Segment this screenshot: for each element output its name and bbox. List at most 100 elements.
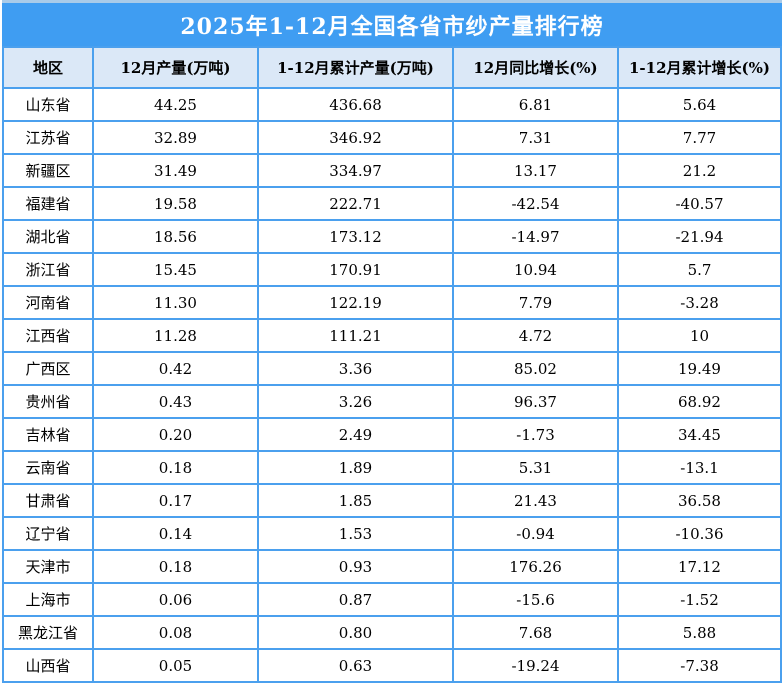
value-cell: 5.88 <box>617 615 782 650</box>
value-cell: -15.6 <box>452 582 619 617</box>
value-cell: 222.71 <box>257 186 454 221</box>
value-cell: 44.25 <box>92 87 259 122</box>
value-cell: 96.37 <box>452 384 619 419</box>
value-cell: 0.42 <box>92 351 259 386</box>
value-cell: 0.18 <box>92 450 259 485</box>
region-cell: 上海市 <box>2 582 94 617</box>
table-row: 吉林省 0.20 2.49 -1.73 34.45 <box>2 417 782 452</box>
region-cell: 云南省 <box>2 450 94 485</box>
table-row: 湖北省 18.56 173.12 -14.97 -21.94 <box>2 219 782 254</box>
value-cell: -1.73 <box>452 417 619 452</box>
region-cell: 山东省 <box>2 87 94 122</box>
region-cell: 浙江省 <box>2 252 94 287</box>
table-row: 甘肃省 0.17 1.85 21.43 36.58 <box>2 483 782 518</box>
value-cell: 15.45 <box>92 252 259 287</box>
value-cell: 176.26 <box>452 549 619 584</box>
table-row: 江西省 11.28 111.21 4.72 10 <box>2 318 782 353</box>
value-cell: 3.26 <box>257 384 454 419</box>
region-cell: 江西省 <box>2 318 94 353</box>
value-cell: 170.91 <box>257 252 454 287</box>
value-cell: 2.49 <box>257 417 454 452</box>
table-row: 浙江省 15.45 170.91 10.94 5.7 <box>2 252 782 287</box>
value-cell: 436.68 <box>257 87 454 122</box>
region-cell: 湖北省 <box>2 219 94 254</box>
value-cell: 5.31 <box>452 450 619 485</box>
region-cell: 贵州省 <box>2 384 94 419</box>
value-cell: 7.77 <box>617 120 782 155</box>
table-row: 福建省 19.58 222.71 -42.54 -40.57 <box>2 186 782 221</box>
region-cell: 天津市 <box>2 549 94 584</box>
value-cell: 5.7 <box>617 252 782 287</box>
value-cell: -7.38 <box>617 648 782 683</box>
table-row: 新疆区 31.49 334.97 13.17 21.2 <box>2 153 782 188</box>
column-header-3: 12月同比增长(%) <box>452 46 619 89</box>
region-cell: 福建省 <box>2 186 94 221</box>
value-cell: -42.54 <box>452 186 619 221</box>
value-cell: 31.49 <box>92 153 259 188</box>
table-row: 江苏省 32.89 346.92 7.31 7.77 <box>2 120 782 155</box>
value-cell: 6.81 <box>452 87 619 122</box>
value-cell: -13.1 <box>617 450 782 485</box>
table-row: 广西区 0.42 3.36 85.02 19.49 <box>2 351 782 386</box>
value-cell: 32.89 <box>92 120 259 155</box>
value-cell: 0.20 <box>92 417 259 452</box>
value-cell: -40.57 <box>617 186 782 221</box>
value-cell: -14.97 <box>452 219 619 254</box>
value-cell: 0.80 <box>257 615 454 650</box>
value-cell: 0.87 <box>257 582 454 617</box>
value-cell: 17.12 <box>617 549 782 584</box>
yarn-production-table: 地区 12月产量(万吨) 1-12月累计产量(万吨) 12月同比增长(%) 1-12月累… <box>2 46 782 683</box>
value-cell: 4.72 <box>452 318 619 353</box>
region-cell: 黑龙江省 <box>2 615 94 650</box>
region-cell: 辽宁省 <box>2 516 94 551</box>
value-cell: 0.43 <box>92 384 259 419</box>
table-row: 上海市 0.06 0.87 -15.6 -1.52 <box>2 582 782 617</box>
region-cell: 山西省 <box>2 648 94 683</box>
table-body: 山东省 44.25 436.68 6.81 5.64 江苏省 32.89 346.92 7.31… <box>2 87 782 683</box>
value-cell: 7.31 <box>452 120 619 155</box>
table-row: 云南省 0.18 1.89 5.31 -13.1 <box>2 450 782 485</box>
value-cell: -19.24 <box>452 648 619 683</box>
value-cell: 36.58 <box>617 483 782 518</box>
value-cell: 68.92 <box>617 384 782 419</box>
value-cell: 10.94 <box>452 252 619 287</box>
value-cell: -3.28 <box>617 285 782 320</box>
value-cell: -0.94 <box>452 516 619 551</box>
column-header-4: 1-12月累计增长(%) <box>617 46 782 89</box>
value-cell: 11.28 <box>92 318 259 353</box>
value-cell: 7.79 <box>452 285 619 320</box>
value-cell: 1.89 <box>257 450 454 485</box>
region-cell: 广西区 <box>2 351 94 386</box>
value-cell: 3.36 <box>257 351 454 386</box>
value-cell: 19.49 <box>617 351 782 386</box>
value-cell: 5.64 <box>617 87 782 122</box>
column-header-2: 1-12月累计产量(万吨) <box>257 46 454 89</box>
top-strip-divider <box>2 0 782 3</box>
value-cell: 34.45 <box>617 417 782 452</box>
value-cell: 0.17 <box>92 483 259 518</box>
table-row: 河南省 11.30 122.19 7.79 -3.28 <box>2 285 782 320</box>
value-cell: 346.92 <box>257 120 454 155</box>
value-cell: 1.53 <box>257 516 454 551</box>
value-cell: 173.12 <box>257 219 454 254</box>
value-cell: 0.14 <box>92 516 259 551</box>
value-cell: 18.56 <box>92 219 259 254</box>
value-cell: 334.97 <box>257 153 454 188</box>
region-cell: 江苏省 <box>2 120 94 155</box>
value-cell: 19.58 <box>92 186 259 221</box>
value-cell: 111.21 <box>257 318 454 353</box>
value-cell: 7.68 <box>452 615 619 650</box>
value-cell: -1.52 <box>617 582 782 617</box>
table-row: 山西省 0.05 0.63 -19.24 -7.38 <box>2 648 782 683</box>
value-cell: 85.02 <box>452 351 619 386</box>
column-header-0: 地区 <box>2 46 94 89</box>
value-cell: 1.85 <box>257 483 454 518</box>
value-cell: 122.19 <box>257 285 454 320</box>
table-title: 2025年1-12月全国各省市纱产量排行榜 <box>2 3 782 46</box>
region-cell: 吉林省 <box>2 417 94 452</box>
table-row: 天津市 0.18 0.93 176.26 17.12 <box>2 549 782 584</box>
value-cell: 11.30 <box>92 285 259 320</box>
value-cell: 0.08 <box>92 615 259 650</box>
value-cell: -10.36 <box>617 516 782 551</box>
